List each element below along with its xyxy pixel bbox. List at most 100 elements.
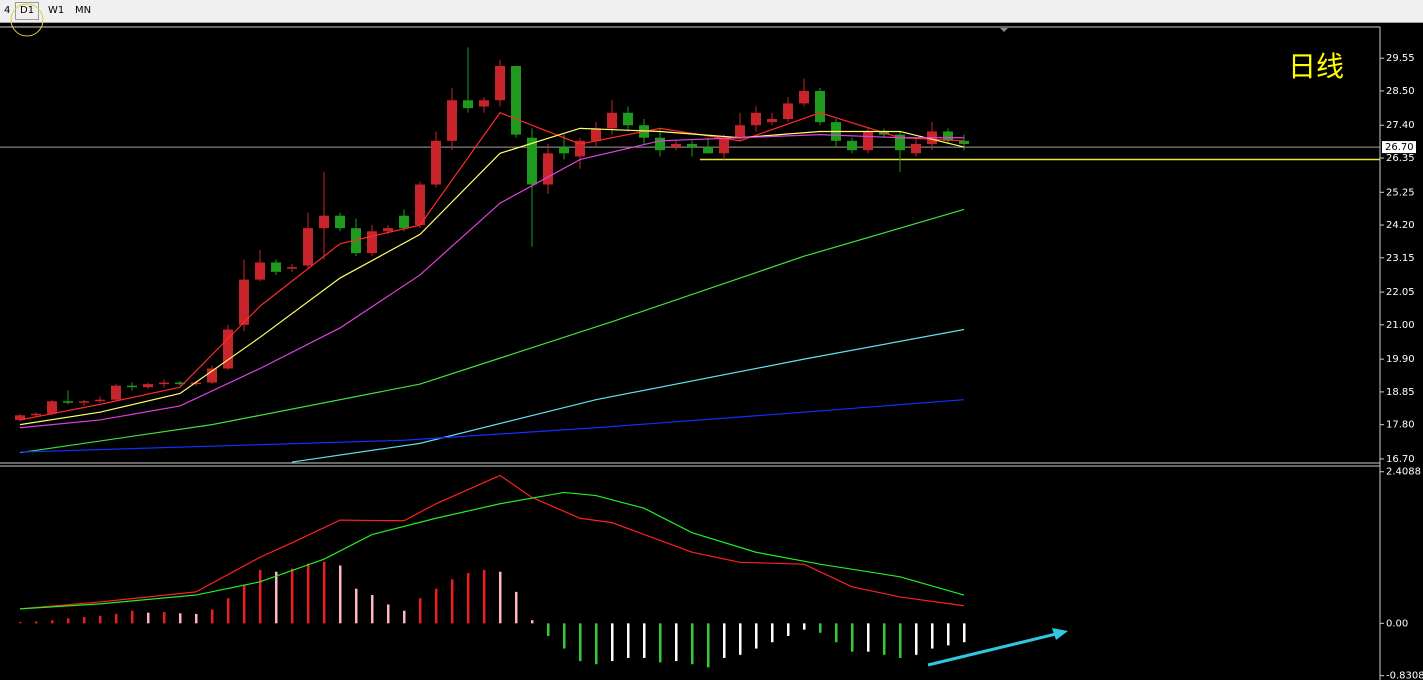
candle-body	[399, 215, 409, 229]
histogram-bar	[659, 623, 662, 663]
histogram-bar	[867, 623, 870, 652]
candle-body	[847, 140, 857, 151]
line	[19, 491, 965, 610]
candle-body	[703, 147, 713, 154]
histogram-bar	[275, 571, 278, 624]
histogram-bar	[83, 617, 86, 624]
y-tick-label: 18.85	[1386, 387, 1415, 398]
candle-body	[191, 382, 201, 385]
histogram-bar	[435, 588, 438, 624]
candle-body	[559, 147, 569, 154]
histogram-bar	[323, 561, 326, 624]
candle-body	[143, 384, 153, 388]
candle-body	[15, 415, 25, 420]
histogram-bar	[371, 595, 374, 624]
histogram-bar	[243, 585, 246, 624]
timeframe-tab[interactable]: W1	[48, 5, 65, 16]
candle-body	[895, 134, 905, 151]
histogram-bar	[99, 615, 102, 624]
histogram-bar	[147, 612, 150, 624]
y-tick-label: 2.4088	[1386, 467, 1421, 478]
histogram-bar	[467, 573, 470, 624]
shift-marker	[1000, 28, 1008, 32]
histogram-bar	[339, 565, 342, 624]
histogram-bar	[915, 623, 918, 655]
candle-body	[575, 140, 585, 157]
histogram-bar	[739, 623, 742, 655]
candle-body	[95, 399, 105, 402]
histogram-bar	[931, 623, 934, 649]
candle-body	[287, 267, 297, 269]
histogram-bar	[627, 623, 630, 658]
candle-body	[815, 90, 825, 123]
y-tick-label: 23.15	[1386, 253, 1415, 264]
candle-body	[239, 279, 249, 325]
histogram-bar	[707, 623, 710, 668]
y-tick-label: 28.50	[1386, 86, 1415, 97]
histogram-bar	[947, 623, 950, 646]
histogram-bar	[403, 610, 406, 624]
candle-body	[271, 262, 281, 272]
histogram-bar	[291, 568, 294, 624]
timeframe-tab[interactable]: 4	[4, 5, 11, 16]
y-tick-label: 21.00	[1386, 320, 1415, 331]
candle-body	[591, 128, 601, 141]
line	[19, 127, 965, 426]
candle-body	[303, 228, 313, 266]
histogram-bar	[899, 623, 902, 658]
histogram-bar	[259, 569, 262, 624]
histogram-bar	[547, 623, 550, 636]
histogram-bar	[483, 569, 486, 624]
y-tick-label: 29.55	[1386, 53, 1415, 64]
candle-body	[175, 382, 185, 385]
timeframe-tab[interactable]: D1	[15, 2, 40, 20]
candle-body	[767, 119, 777, 123]
histogram-bar	[19, 622, 22, 624]
histogram-bar	[451, 579, 454, 624]
candle-body	[319, 215, 329, 229]
histogram-bar	[579, 623, 582, 662]
y-tick-label: 0.00	[1386, 618, 1408, 629]
y-tick-label: 22.05	[1386, 287, 1415, 298]
histogram-bar	[131, 610, 134, 624]
y-tick-label: 26.35	[1386, 153, 1415, 164]
candle-body	[111, 385, 121, 400]
histogram-bar	[163, 612, 166, 624]
y-tick-label: 27.40	[1386, 120, 1415, 131]
histogram-bar	[307, 563, 310, 624]
histogram-bar	[643, 623, 646, 658]
histogram-bar	[723, 623, 726, 658]
histogram-bar	[595, 623, 598, 665]
histogram-bar	[35, 621, 38, 624]
y-tick-label: 17.80	[1386, 420, 1415, 431]
toolbar: 4 D1 W1 MN	[0, 0, 1423, 23]
histogram-bar	[67, 618, 70, 624]
histogram-bar	[563, 623, 566, 649]
candle-body	[31, 413, 41, 416]
candle-body	[719, 137, 729, 154]
candle-body	[367, 231, 377, 254]
line	[19, 474, 965, 610]
histogram-bar	[51, 620, 54, 624]
arrow-head	[1052, 628, 1068, 640]
line	[19, 133, 964, 429]
candle-body	[511, 65, 521, 135]
histogram-bar	[675, 623, 678, 662]
y-tick-label: 19.90	[1386, 354, 1415, 365]
histogram-bar	[835, 623, 838, 643]
y-tick-label: 25.25	[1386, 187, 1415, 198]
candle-body	[127, 385, 137, 388]
candle-body	[527, 137, 537, 185]
candle-body	[783, 103, 793, 120]
line	[291, 328, 965, 463]
candle-body	[383, 228, 393, 232]
line	[19, 112, 965, 421]
candle-body	[735, 125, 745, 138]
histogram-bar	[355, 588, 358, 624]
timeframe-tab[interactable]: MN	[75, 5, 92, 16]
histogram-bar	[115, 613, 118, 624]
chart-title: 日线	[1288, 50, 1344, 83]
candle-body	[623, 112, 633, 126]
candle-body	[863, 131, 873, 151]
